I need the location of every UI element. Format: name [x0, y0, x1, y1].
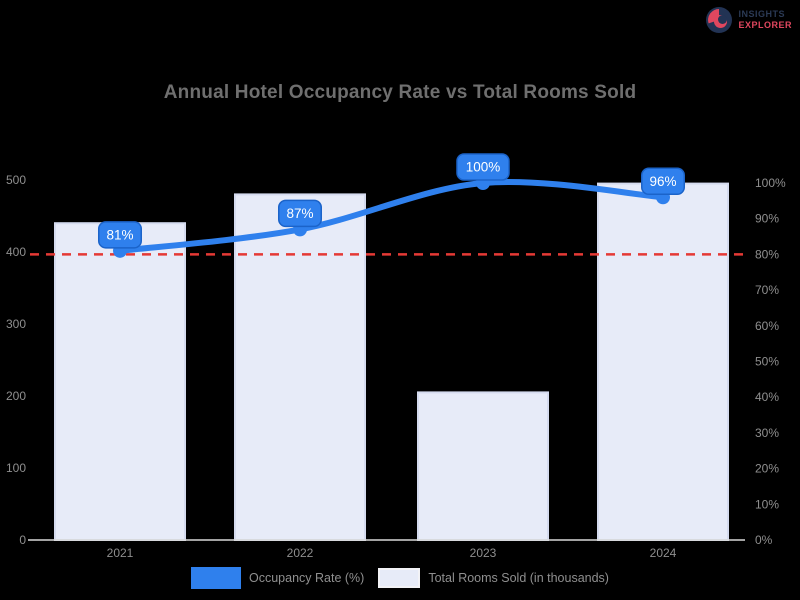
data-label-badge[interactable]: [456, 153, 510, 181]
x-axis-label: 2023: [470, 546, 497, 560]
left-axis-tick: 0: [19, 533, 26, 547]
right-axis-tick: 90%: [755, 212, 779, 226]
logo-line2: EXPLORER: [738, 20, 792, 30]
left-axis-tick: 100: [6, 461, 26, 475]
left-axis-tick: 300: [6, 317, 26, 331]
data-label-badge[interactable]: [98, 221, 142, 249]
right-axis-tick: 60%: [755, 319, 779, 333]
data-label-text: 81%: [106, 227, 133, 242]
logo-line1: INSIGHTS: [738, 9, 785, 19]
right-axis-tick: 40%: [755, 390, 779, 404]
bar-series-swatch: [378, 568, 421, 588]
bar[interactable]: [417, 391, 549, 541]
bar[interactable]: [234, 193, 366, 541]
line-series-label: Occupancy Rate (%): [249, 571, 365, 585]
legend-item-line[interactable]: Occupancy Rate (%): [191, 567, 364, 589]
x-axis-label: 2024: [650, 546, 677, 560]
right-axis-tick: 30%: [755, 426, 779, 440]
left-axis-tick: 400: [6, 245, 26, 259]
trend-line: [117, 178, 666, 254]
data-label-text: 96%: [649, 174, 676, 189]
bar[interactable]: [597, 182, 729, 541]
chart-title: Annual Hotel Occupancy Rate vs Total Roo…: [163, 82, 637, 103]
right-axis-tick: 20%: [755, 462, 779, 476]
x-axis-label: 2022: [287, 546, 314, 560]
right-axis-tick: 80%: [755, 247, 779, 261]
right-axis-tick: 0%: [755, 533, 773, 547]
right-axis-tick: 10%: [755, 497, 779, 511]
logo-text: INSIGHTS EXPLORER: [738, 9, 792, 31]
bar-series-label: Total Rooms Sold (in thousands): [428, 571, 609, 585]
legend-item-bar[interactable]: Total Rooms Sold (in thousands): [378, 568, 609, 588]
x-axis-label: 2021: [107, 546, 134, 560]
logo: INSIGHTS EXPLORER: [705, 6, 792, 34]
right-axis-tick: 50%: [755, 355, 779, 369]
left-axis-tick: 500: [6, 173, 26, 187]
line-series-swatch: [191, 567, 241, 589]
logo-icon: [706, 7, 733, 33]
chart-canvas: 500 400 300 200 100 0 100% 90% 80% 70% 60% 50% 40% 30…: [6, 153, 786, 560]
data-label-text: 87%: [286, 206, 313, 221]
data-label-badge[interactable]: [278, 199, 322, 228]
bar[interactable]: [54, 222, 186, 541]
data-label-badge[interactable]: [641, 167, 685, 196]
data-label-text: 100%: [466, 160, 501, 175]
left-axis-tick: 200: [6, 389, 26, 403]
right-axis-tick: 70%: [755, 283, 779, 297]
right-axis-tick: 100%: [755, 176, 786, 190]
chart-legend: Occupancy Rate (%) Total Rooms Sold (in …: [0, 567, 800, 589]
